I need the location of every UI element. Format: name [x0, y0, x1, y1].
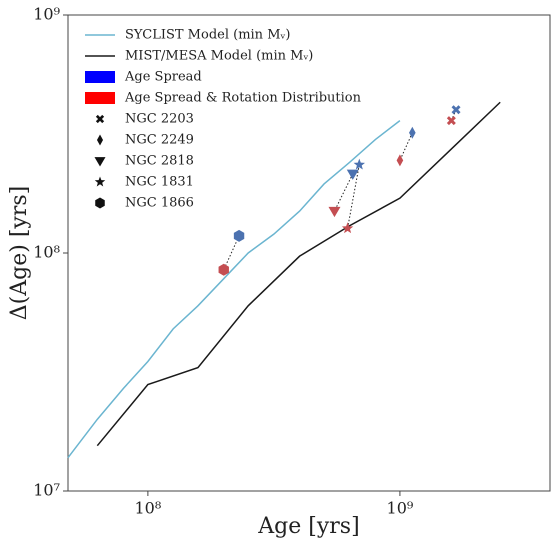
model-line [67, 120, 401, 459]
y-axis-label: Δ(Age) [yrs] [7, 186, 32, 320]
connector [223, 235, 240, 271]
y-tick-label: 10⁷ [33, 481, 60, 500]
y-tick-label: 10⁸ [33, 243, 60, 262]
marker [346, 169, 359, 180]
marker [94, 176, 106, 187]
marker [96, 134, 104, 146]
legend-label: NGC 2249 [125, 133, 194, 148]
x-axis-label: Age [yrs] [257, 514, 359, 539]
legend-label: NGC 2818 [125, 154, 194, 169]
plot-frame [67, 14, 551, 492]
connector [334, 173, 354, 212]
marker [409, 126, 416, 139]
marker [233, 229, 245, 242]
model-line [96, 101, 501, 447]
marker [328, 206, 341, 218]
connector [347, 164, 360, 229]
marker [451, 105, 461, 115]
legend-label: Age Spread [124, 70, 202, 85]
legend-label: NGC 1831 [125, 175, 194, 190]
marker [94, 157, 106, 167]
x-tick-label: 10⁸ [134, 499, 161, 518]
x-tick-label: 10⁹ [387, 499, 414, 518]
connector [399, 132, 413, 161]
marker [353, 158, 366, 170]
marker [396, 154, 404, 167]
y-tick-label: 10⁹ [33, 5, 60, 24]
marker [95, 197, 105, 209]
legend-label: NGC 1866 [125, 196, 194, 211]
marker [341, 222, 354, 234]
marker [95, 114, 105, 124]
legend-label: Age Spread & Rotation Distribution [124, 91, 362, 106]
legend-label: NGC 2203 [125, 112, 194, 127]
marker [446, 116, 456, 126]
legend-patch [85, 71, 115, 83]
legend-patch [85, 92, 115, 104]
legend-label: SYCLIST Model (min Mᵥ) [125, 28, 290, 43]
marker [218, 263, 229, 276]
legend-label: MIST/MESA Model (min Mᵥ) [125, 49, 313, 64]
